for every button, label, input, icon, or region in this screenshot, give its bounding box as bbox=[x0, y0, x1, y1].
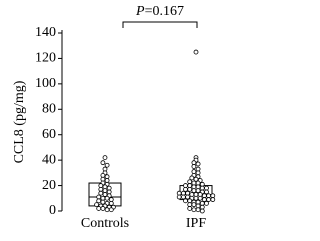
point bbox=[197, 192, 203, 197]
point bbox=[96, 206, 102, 211]
y-tick-label: 20 bbox=[42, 178, 56, 193]
x-tick-label: Controls bbox=[81, 216, 129, 231]
point bbox=[189, 175, 195, 181]
point bbox=[102, 188, 108, 194]
point bbox=[191, 188, 197, 194]
point bbox=[96, 194, 102, 200]
point bbox=[176, 190, 182, 196]
point bbox=[187, 202, 193, 208]
point bbox=[104, 174, 110, 180]
point bbox=[100, 172, 106, 178]
point bbox=[104, 178, 110, 183]
point bbox=[199, 208, 205, 214]
point bbox=[98, 190, 104, 196]
point bbox=[176, 194, 182, 200]
point bbox=[98, 186, 104, 192]
point bbox=[108, 207, 114, 213]
point bbox=[180, 194, 186, 200]
point bbox=[193, 192, 199, 197]
point bbox=[195, 199, 201, 205]
point bbox=[195, 170, 201, 176]
point bbox=[180, 190, 186, 196]
y-tick-label: 40 bbox=[42, 152, 56, 167]
point bbox=[193, 49, 199, 55]
point bbox=[204, 200, 209, 206]
point bbox=[96, 198, 102, 204]
point bbox=[195, 188, 201, 194]
point bbox=[104, 195, 110, 201]
point bbox=[108, 197, 114, 202]
point bbox=[183, 183, 188, 188]
x-tick-label: IPF bbox=[186, 216, 206, 231]
point bbox=[104, 207, 110, 213]
point bbox=[187, 198, 193, 204]
point bbox=[106, 185, 112, 191]
point bbox=[187, 206, 193, 211]
point bbox=[195, 203, 201, 209]
point bbox=[102, 155, 108, 161]
point bbox=[104, 162, 110, 168]
y-tick-label: 0 bbox=[49, 203, 56, 218]
point bbox=[187, 186, 193, 192]
point bbox=[100, 176, 106, 182]
point bbox=[100, 206, 106, 211]
point bbox=[201, 197, 207, 202]
point bbox=[108, 200, 114, 206]
point bbox=[185, 194, 191, 200]
point bbox=[191, 184, 197, 190]
point bbox=[189, 192, 195, 197]
point bbox=[102, 184, 108, 190]
point bbox=[100, 195, 106, 201]
y-tick-label: 140 bbox=[35, 25, 56, 40]
point bbox=[191, 202, 197, 208]
point bbox=[187, 179, 193, 185]
point bbox=[195, 166, 201, 172]
point bbox=[191, 180, 197, 186]
point bbox=[100, 199, 106, 205]
annotation: P=0.167 bbox=[135, 4, 184, 19]
point bbox=[195, 207, 201, 213]
y-tick-label: 60 bbox=[42, 127, 56, 142]
point bbox=[100, 160, 106, 166]
point bbox=[183, 198, 188, 204]
point bbox=[98, 183, 104, 188]
point bbox=[195, 161, 201, 167]
point bbox=[191, 160, 197, 166]
point bbox=[191, 207, 197, 213]
point bbox=[204, 185, 209, 191]
point bbox=[187, 183, 193, 188]
point bbox=[197, 195, 203, 201]
point bbox=[199, 185, 205, 191]
point bbox=[102, 192, 108, 197]
point bbox=[102, 166, 108, 172]
y-tick-label: 80 bbox=[42, 102, 56, 117]
y-tick-label: 100 bbox=[35, 76, 56, 91]
point bbox=[199, 204, 205, 210]
y-tick-label: 120 bbox=[35, 51, 56, 66]
point bbox=[210, 193, 216, 199]
chart: CCL8 (pg/mg) P=0.167 0 20 40 60 80 100 120 140 C… bbox=[12, 4, 216, 231]
bracket bbox=[122, 21, 198, 28]
point bbox=[204, 189, 209, 195]
point bbox=[206, 197, 212, 202]
point bbox=[191, 164, 197, 169]
point bbox=[183, 186, 188, 192]
point bbox=[199, 200, 205, 206]
point bbox=[94, 202, 99, 208]
point bbox=[210, 197, 216, 202]
point bbox=[206, 193, 212, 199]
point bbox=[185, 190, 191, 196]
point bbox=[193, 176, 199, 182]
point bbox=[106, 189, 112, 195]
point bbox=[191, 169, 197, 174]
point bbox=[201, 193, 207, 199]
point bbox=[195, 184, 201, 190]
point bbox=[193, 195, 199, 201]
point bbox=[195, 180, 201, 186]
y-axis-label: CCL8 (pg/mg) bbox=[12, 80, 27, 163]
point bbox=[199, 181, 205, 187]
